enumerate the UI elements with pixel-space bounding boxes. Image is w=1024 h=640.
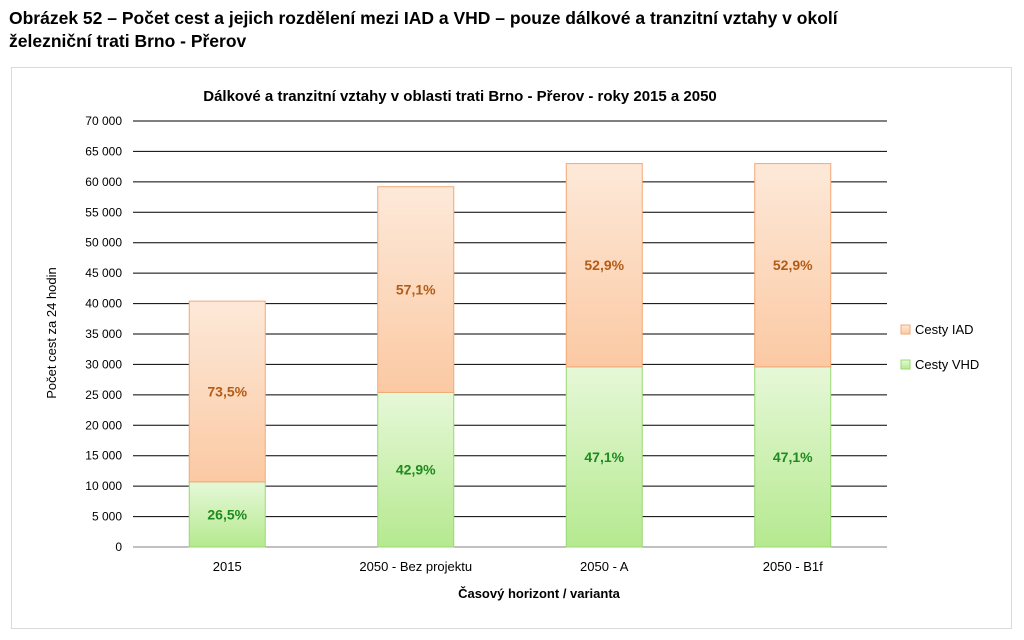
data-label-vhd: 42,9% (396, 462, 436, 478)
x-tick-label: 2050 - B1f (763, 559, 823, 574)
bar-iad (754, 163, 832, 368)
y-tick-label: 55 000 (85, 205, 122, 219)
bar-vhd (188, 481, 266, 548)
data-label-vhd: 47,1% (584, 449, 624, 465)
y-tick-label: 40 000 (85, 297, 122, 311)
bar-iad (565, 163, 643, 368)
x-axis-title: Časový horizont / varianta (458, 586, 621, 601)
bar-iad (377, 186, 455, 393)
x-axis-ticks: 2015 2050 - Bez projektu 2050 - A 2050 - B1… (213, 559, 823, 574)
y-tick-label: 15 000 (85, 449, 122, 463)
data-label-iad: 52,9% (584, 257, 624, 273)
bars: 26,5% 73,5% 42,9% 57,1% 47,1% 52,9% 47,1% 52,9% (188, 163, 832, 548)
data-label-vhd: 26,5% (207, 506, 247, 522)
x-tick-label: 2015 (213, 559, 242, 574)
bar-vhd (377, 391, 455, 548)
y-tick-label: 45 000 (85, 266, 122, 280)
data-label-iad: 73,5% (207, 384, 247, 400)
y-tick-label: 35 000 (85, 327, 122, 341)
chart-title: Dálkové a tranzitní vztahy v oblasti tra… (203, 88, 717, 105)
legend-swatch-iad (900, 324, 911, 335)
caption-line-1: Obrázek 52 – Počet cest a jejich rozděle… (9, 8, 838, 28)
bar-vhd (754, 366, 832, 548)
y-tick-label: 25 000 (85, 388, 122, 402)
y-tick-label: 30 000 (85, 357, 122, 371)
caption-line-2: železniční trati Brno - Přerov (9, 31, 247, 51)
y-axis-ticks: 0 5 000 10 000 15 000 20 000 25 000 30 000 35 0… (85, 114, 122, 554)
y-axis-title: Počet cest za 24 hodin (44, 267, 59, 399)
y-tick-label: 60 000 (85, 175, 122, 189)
y-tick-label: 10 000 (85, 479, 122, 493)
legend-label-vhd: Cesty VHD (915, 357, 979, 372)
y-tick-label: 50 000 (85, 236, 122, 250)
x-tick-label: 2050 - Bez projektu (359, 559, 472, 574)
bar-vhd (565, 366, 643, 548)
y-tick-label: 20 000 (85, 418, 122, 432)
figure-caption: Obrázek 52 – Počet cest a jejich rozděle… (9, 7, 1019, 53)
legend-swatch-vhd (900, 359, 911, 370)
chart-frame (11, 67, 1012, 629)
legend: Cesty IAD Cesty VHD (900, 322, 979, 372)
y-tick-label: 0 (115, 540, 122, 554)
x-tick-label: 2050 - A (580, 559, 629, 574)
legend-label-iad: Cesty IAD (915, 322, 974, 337)
y-tick-label: 5 000 (92, 510, 122, 524)
data-label-vhd: 47,1% (773, 449, 813, 465)
bar-iad (188, 300, 266, 483)
y-tick-label: 65 000 (85, 144, 122, 158)
data-label-iad: 57,1% (396, 282, 436, 298)
y-tick-label: 70 000 (85, 114, 122, 128)
data-label-iad: 52,9% (773, 257, 813, 273)
